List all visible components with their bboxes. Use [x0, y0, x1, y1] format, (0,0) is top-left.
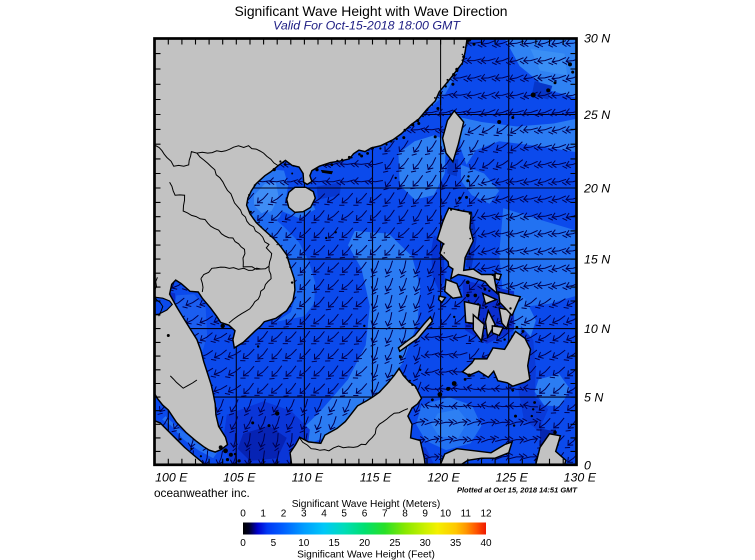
svg-text:130 E: 130 E	[564, 471, 597, 485]
svg-text:3: 3	[301, 509, 307, 520]
svg-text:1: 1	[260, 509, 266, 520]
svg-text:110 E: 110 E	[292, 471, 324, 485]
svg-text:6: 6	[362, 509, 368, 520]
svg-text:25: 25	[389, 538, 401, 549]
svg-text:9: 9	[422, 509, 428, 520]
svg-text:105 E: 105 E	[223, 471, 256, 485]
svg-text:oceanweather inc.: oceanweather inc.	[154, 486, 250, 500]
svg-text:Significant Wave Height (Feet): Significant Wave Height (Feet)	[297, 550, 435, 560]
svg-text:20: 20	[359, 538, 371, 549]
svg-text:Significant Wave Height with W: Significant Wave Height with Wave Direct…	[234, 3, 507, 19]
svg-text:15: 15	[329, 538, 341, 549]
svg-text:100 E: 100 E	[155, 471, 188, 485]
svg-text:30 N: 30 N	[584, 31, 610, 45]
svg-text:10 N: 10 N	[584, 322, 610, 336]
svg-text:12: 12	[480, 509, 492, 520]
svg-text:10: 10	[298, 538, 310, 549]
svg-text:120 E: 120 E	[427, 471, 460, 485]
svg-text:5: 5	[341, 509, 347, 520]
svg-text:2: 2	[281, 509, 287, 520]
svg-text:15 N: 15 N	[584, 252, 610, 266]
svg-text:0: 0	[584, 458, 591, 472]
svg-text:20 N: 20 N	[583, 181, 610, 195]
svg-text:0: 0	[240, 538, 246, 549]
svg-text:8: 8	[402, 509, 408, 520]
svg-text:40: 40	[480, 538, 492, 549]
svg-text:Significant Wave Height (Meter: Significant Wave Height (Meters)	[292, 499, 441, 510]
svg-text:5 N: 5 N	[584, 390, 603, 404]
svg-text:Valid For Oct-15-2018 18:00 GM: Valid For Oct-15-2018 18:00 GMT	[273, 19, 461, 33]
svg-text:25 N: 25 N	[583, 108, 610, 122]
svg-text:7: 7	[382, 509, 388, 520]
svg-text:35: 35	[450, 538, 462, 549]
svg-text:115 E: 115 E	[360, 471, 392, 485]
svg-text:Plotted at Oct 15, 2018 14:51: Plotted at Oct 15, 2018 14:51 GMT	[457, 486, 578, 495]
svg-text:11: 11	[461, 509, 472, 520]
svg-text:10: 10	[440, 509, 452, 520]
svg-text:5: 5	[271, 538, 277, 549]
svg-text:30: 30	[420, 538, 432, 549]
svg-text:0: 0	[240, 509, 246, 520]
svg-text:4: 4	[321, 509, 327, 520]
svg-text:125 E: 125 E	[496, 471, 529, 485]
